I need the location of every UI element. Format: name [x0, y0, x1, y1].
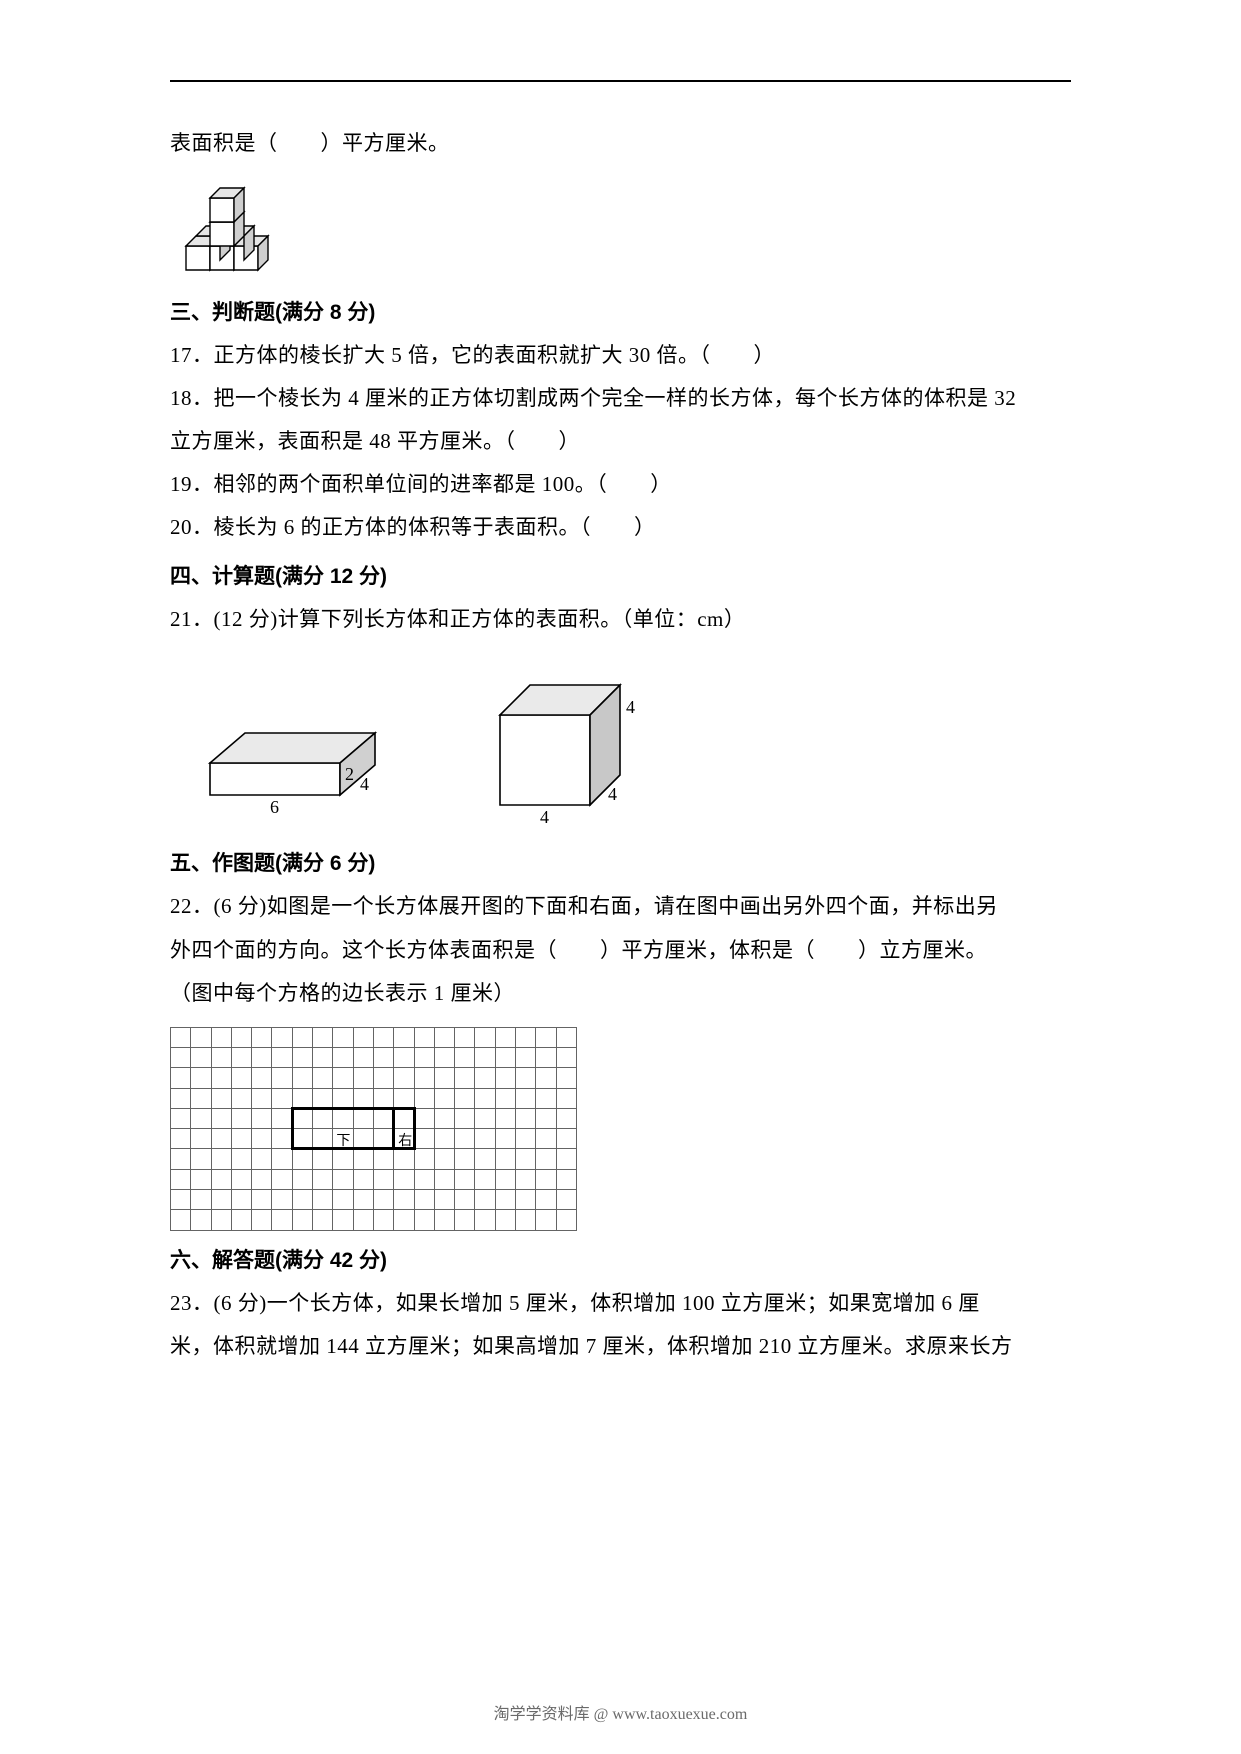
top-rule	[170, 80, 1071, 82]
section-4-heading: 四、计算题(满分 12 分)	[170, 555, 1071, 598]
q21: 21．(12 分)计算下列长方体和正方体的表面积。（单位：cm）	[170, 598, 1071, 641]
cuboid-height-label: 2	[345, 764, 354, 784]
cube-figure: 4 4 4	[480, 665, 650, 830]
cube-stack-svg	[176, 175, 296, 285]
q18-line2: 立方厘米，表面积是 48 平方厘米。（ ）	[170, 420, 1071, 463]
footer-text: 淘学学资料库 @ www.taoxuexue.com	[0, 1700, 1241, 1724]
q23-line1: 23．(6 分)一个长方体，如果长增加 5 厘米，体积增加 100 立方厘米；如…	[170, 1282, 1071, 1325]
q20: 20．棱长为 6 的正方体的体积等于表面积。（ ）	[170, 506, 1071, 549]
q19: 19．相邻的两个面积单位间的进率都是 100。（ ）	[170, 463, 1071, 506]
q18-line1: 18．把一个棱长为 4 厘米的正方体切割成两个完全一样的长方体，每个长方体的体积…	[170, 377, 1071, 420]
q16-surface-area-text: 表面积是（ ）平方厘米。	[170, 122, 1071, 165]
grid-bottom-face-label: 下	[336, 1130, 350, 1150]
cube-stack-figure	[176, 175, 1071, 285]
q22-line3: （图中每个方格的边长表示 1 厘米）	[170, 972, 1071, 1015]
page: 表面积是（ ）平方厘米。	[0, 0, 1241, 1754]
section-5-heading: 五、作图题(满分 6 分)	[170, 842, 1071, 885]
q22-line1: 22．(6 分)如图是一个长方体展开图的下面和右面，请在图中画出另外四个面，并标…	[170, 885, 1071, 928]
grid-right-face-label: 右	[398, 1130, 412, 1150]
grid-table: 下右	[170, 1027, 577, 1231]
q21-figures: 6 4 2 4 4 4	[190, 665, 1071, 830]
cuboid-figure: 6 4 2	[190, 695, 390, 830]
cube-a-label: 4	[540, 807, 549, 827]
cuboid-width-label: 4	[360, 774, 369, 794]
q23-line2: 米，体积就增加 144 立方厘米；如果高增加 7 厘米，体积增加 210 立方厘…	[170, 1325, 1071, 1368]
section-3-heading: 三、判断题(满分 8 分)	[170, 291, 1071, 334]
cuboid-length-label: 6	[270, 797, 279, 817]
section-6-heading: 六、解答题(满分 42 分)	[170, 1239, 1071, 1282]
cube-side-label: 4	[608, 784, 617, 804]
q22-line2: 外四个面的方向。这个长方体表面积是（ ）平方厘米，体积是（ ）立方厘米。	[170, 929, 1071, 972]
q17: 17．正方体的棱长扩大 5 倍，它的表面积就扩大 30 倍。（ ）	[170, 334, 1071, 377]
q22-grid: 下右	[170, 1027, 1071, 1231]
cube-top-label: 4	[626, 697, 635, 717]
